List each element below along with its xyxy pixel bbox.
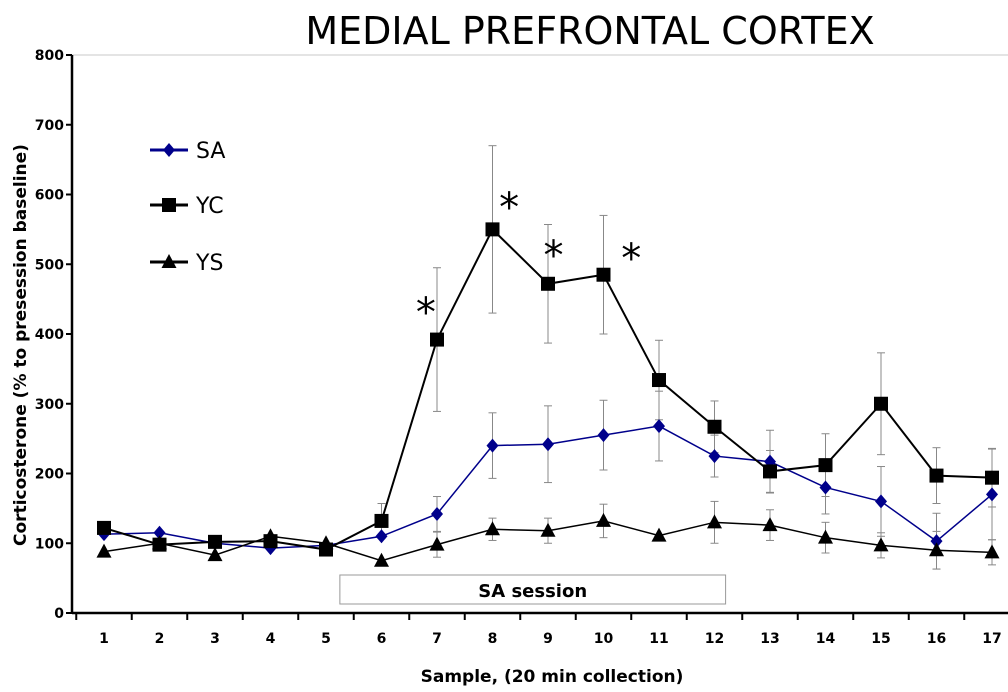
y-tick-label: 500 xyxy=(35,257,64,273)
series-yc-point xyxy=(374,513,389,528)
significance-marker: * xyxy=(544,233,564,279)
legend-ys-marker xyxy=(161,254,177,268)
x-tick-label: 4 xyxy=(266,631,276,647)
series-ys-point xyxy=(152,535,167,550)
series-sa-point xyxy=(653,419,665,434)
series-sa-point xyxy=(930,534,943,549)
sa-session-label: SA session xyxy=(478,581,587,602)
y-tick-label: 100 xyxy=(35,536,64,552)
x-tick-label: 1 xyxy=(99,631,109,647)
x-tick-label: 12 xyxy=(705,631,724,647)
series-ys-point xyxy=(96,543,112,558)
series-sa-point xyxy=(153,525,166,540)
series-sa-point xyxy=(375,529,388,544)
legend-yc-marker xyxy=(162,198,176,212)
series-yc-point xyxy=(652,373,666,388)
x-tick-label: 7 xyxy=(432,631,442,647)
series-ys-point xyxy=(707,514,722,529)
series-ys-point xyxy=(374,552,389,567)
series-ys-point xyxy=(540,522,556,537)
series-yc-point xyxy=(541,276,555,291)
series-ys-point xyxy=(485,521,500,536)
x-tick-label: 15 xyxy=(871,631,890,647)
series-sa-point xyxy=(819,480,832,495)
x-tick-label: 16 xyxy=(927,631,946,647)
series-yc-point xyxy=(707,419,722,434)
y-tick-label: 400 xyxy=(35,327,64,343)
series-ys-point xyxy=(596,512,611,527)
series-yc-point xyxy=(430,332,444,347)
x-tick-label: 2 xyxy=(155,631,165,647)
series-ys-point xyxy=(207,547,223,562)
series-yc-point xyxy=(208,534,222,549)
y-tick-label: 700 xyxy=(35,118,64,134)
y-axis-label: Corticosterone (% to presession baseline… xyxy=(11,144,31,546)
legend-yc-label: YC xyxy=(195,194,224,219)
legend-sa-marker xyxy=(163,143,175,157)
series-ys-point xyxy=(929,542,944,557)
x-tick-label: 3 xyxy=(210,631,220,647)
series-ys-point xyxy=(873,537,889,552)
series-ys-point xyxy=(263,528,278,543)
chart-title: MEDIAL PREFRONTAL CORTEX xyxy=(305,9,874,53)
legend-ys-label: YS xyxy=(195,251,223,276)
series-ys-point xyxy=(762,517,778,532)
series-yc-point xyxy=(485,222,500,237)
series-yc-point xyxy=(596,267,611,282)
significance-marker: * xyxy=(416,290,436,336)
x-tick-label: 8 xyxy=(488,631,498,647)
x-tick-label: 14 xyxy=(816,631,836,647)
x-tick-label: 11 xyxy=(649,631,668,647)
x-tick-label: 13 xyxy=(760,631,779,647)
y-tick-label: 0 xyxy=(54,606,64,622)
x-axis-label: Sample, (20 min collection) xyxy=(421,667,684,687)
y-tick-label: 200 xyxy=(35,467,64,483)
series-sa-point xyxy=(597,428,610,443)
legend-sa-label: SA xyxy=(196,139,225,164)
series-yc-point xyxy=(985,470,999,485)
sa-session-box xyxy=(339,574,727,605)
x-tick-label: 6 xyxy=(377,631,387,647)
series-ys-point xyxy=(818,529,833,544)
x-tick-label: 10 xyxy=(594,631,614,647)
y-tick-label: 300 xyxy=(35,397,64,413)
series-sa-point xyxy=(708,449,721,464)
series-sa-point xyxy=(431,506,443,521)
y-tick-label: 800 xyxy=(35,48,64,64)
x-tick-label: 5 xyxy=(321,631,331,647)
series-ys-point xyxy=(429,536,445,551)
series-yc-point xyxy=(929,468,944,483)
series-ys-point xyxy=(318,535,334,550)
series-sa-point xyxy=(875,494,887,509)
significance-marker: * xyxy=(621,236,641,282)
significance-marker: * xyxy=(499,185,519,231)
series-sa-point xyxy=(542,437,554,452)
series-sa-point xyxy=(986,487,998,502)
series-yc-point xyxy=(97,520,111,535)
series-sa-point xyxy=(486,438,499,453)
series-yc-point xyxy=(818,458,833,473)
x-tick-label: 17 xyxy=(982,631,1001,647)
x-tick-label: 9 xyxy=(543,631,553,647)
series-ys-point xyxy=(651,527,667,542)
series-yc-point xyxy=(763,464,777,479)
series-yc-point xyxy=(874,396,888,411)
series-ys-point xyxy=(984,544,1000,559)
y-tick-label: 600 xyxy=(35,188,64,204)
